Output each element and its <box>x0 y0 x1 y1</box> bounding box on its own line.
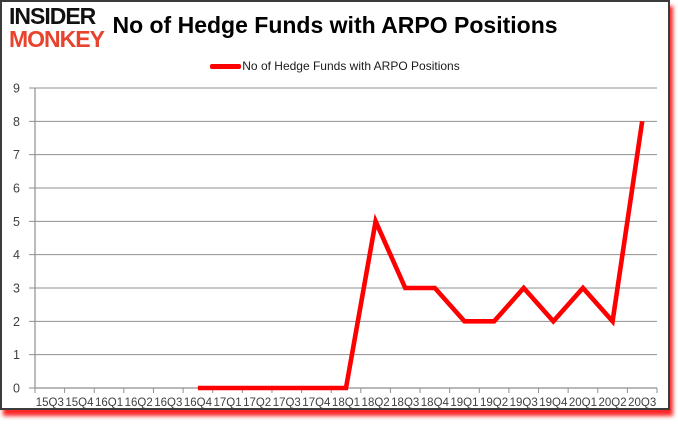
x-axis-tick-label: 19Q4 <box>539 397 568 409</box>
insider-monkey-logo: INSIDER MONKEY <box>9 3 105 52</box>
x-axis-tick-label: 16Q4 <box>184 397 213 409</box>
y-axis-tick-label: 5 <box>13 215 20 229</box>
x-axis-tick-label: 19Q1 <box>450 397 478 409</box>
x-axis-tick-label: 18Q2 <box>362 397 390 409</box>
y-axis-tick-label: 7 <box>13 148 20 162</box>
x-axis-tick-label: 20Q3 <box>628 397 656 409</box>
chart-title: No of Hedge Funds with ARPO Positions <box>112 12 558 38</box>
chart-frame <box>0 0 670 410</box>
x-axis-tick-label: 17Q1 <box>213 397 241 409</box>
x-axis-tick-label: 17Q3 <box>273 397 301 409</box>
x-axis-tick-label: 19Q2 <box>480 397 508 409</box>
x-axis-tick-label: 15Q3 <box>36 397 64 409</box>
x-axis-tick-label: 19Q3 <box>510 397 538 409</box>
legend-line-swatch <box>210 63 242 69</box>
logo-word-insider: INSIDER <box>9 3 96 29</box>
legend-label: No of Hedge Funds with ARPO Positions <box>242 59 460 73</box>
logo-word-monkey: MONKEY <box>9 26 105 52</box>
series-line <box>197 120 645 391</box>
legend: No of Hedge Funds with ARPO Positions <box>0 59 670 73</box>
y-axis-tick-label: 4 <box>13 248 20 262</box>
x-axis-tick-label: 17Q4 <box>302 397 331 409</box>
x-axis-tick-label: 15Q4 <box>65 397 94 409</box>
y-axis-tick-label: 9 <box>13 82 20 96</box>
x-axis-tick-label: 16Q3 <box>154 397 182 409</box>
y-axis-tick-label: 8 <box>13 115 20 129</box>
x-axis-tick-label: 18Q4 <box>421 397 450 409</box>
y-axis-tick-label: 3 <box>13 282 20 296</box>
y-axis-tick-label: 2 <box>13 315 20 329</box>
x-axis-tick-label: 16Q2 <box>125 397 153 409</box>
y-axis-tick-label: 0 <box>13 382 20 396</box>
x-axis-tick-label: 16Q1 <box>95 397 123 409</box>
x-axis-tick-label: 20Q2 <box>599 397 627 409</box>
y-axis-tick-label: 1 <box>13 348 20 362</box>
y-axis-tick-label: 6 <box>13 182 20 196</box>
x-axis-tick-label: 18Q3 <box>391 397 419 409</box>
x-axis-tick-label: 18Q1 <box>332 397 360 409</box>
x-axis-tick-label: 20Q1 <box>569 397 597 409</box>
x-axis-tick-label: 17Q2 <box>243 397 271 409</box>
